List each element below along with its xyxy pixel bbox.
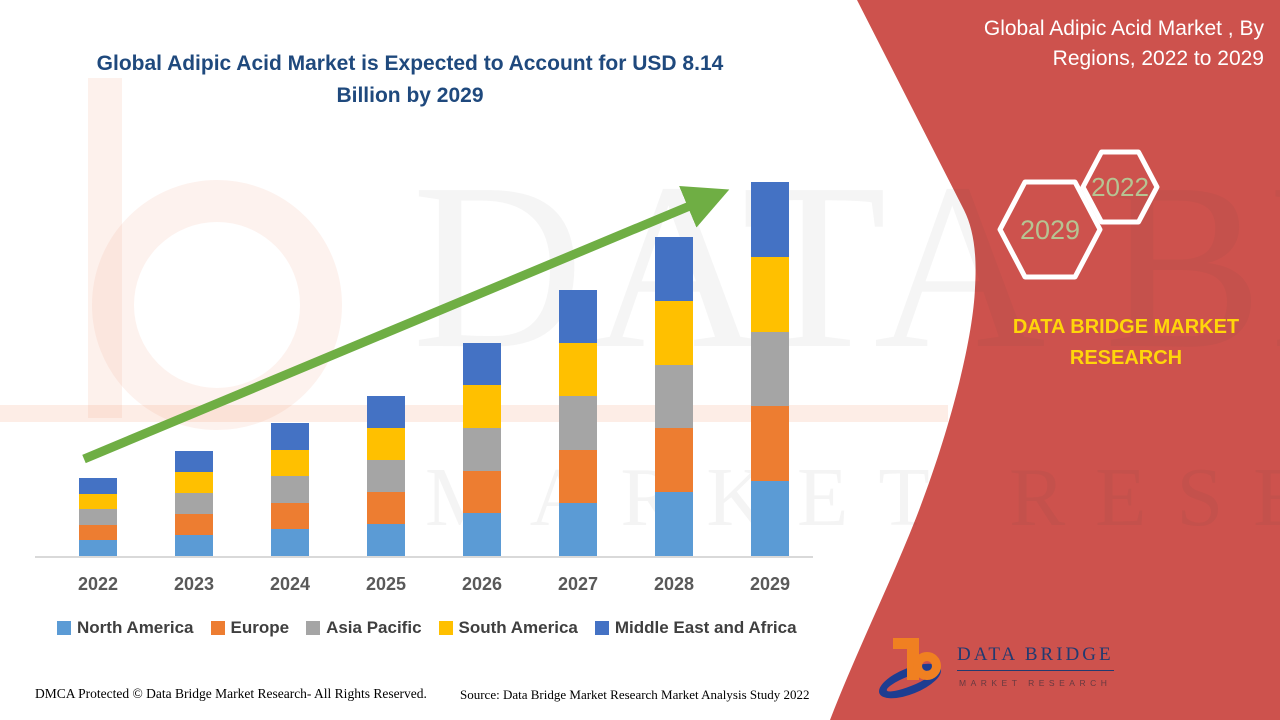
segment-middle-east-and-africa-2026 bbox=[463, 342, 501, 386]
legend-label: Asia Pacific bbox=[326, 618, 422, 637]
segment-europe-2022 bbox=[79, 524, 117, 541]
logo-tagline: MARKET RESEARCH bbox=[959, 678, 1112, 688]
segment-north-america-2027 bbox=[559, 502, 597, 556]
segment-asia-pacific-2022 bbox=[79, 509, 117, 525]
segment-south-america-2029 bbox=[751, 256, 789, 332]
segment-north-america-2023 bbox=[175, 534, 213, 556]
logo-b-icon bbox=[893, 638, 919, 649]
segment-south-america-2024 bbox=[271, 449, 309, 477]
segment-south-america-2026 bbox=[463, 385, 501, 428]
segment-europe-2027 bbox=[559, 449, 597, 503]
chart-title-line1: Global Adipic Acid Market is Expected to… bbox=[96, 52, 724, 75]
segment-europe-2028 bbox=[655, 428, 693, 493]
bar-2024 bbox=[271, 423, 309, 556]
panel-heading-line1: Global Adipic Acid Market , By bbox=[983, 17, 1264, 40]
legend-swatch-icon bbox=[438, 621, 453, 635]
legend-item-middle-east-and-africa: Middle East and Africa bbox=[594, 618, 797, 638]
segment-europe-2026 bbox=[463, 470, 501, 514]
legend-swatch-icon bbox=[594, 621, 609, 635]
x-tick-2028: 2028 bbox=[653, 574, 695, 594]
hexagon-2029-label: 2029 bbox=[1020, 215, 1080, 245]
segment-south-america-2023 bbox=[175, 471, 213, 493]
hexagon-2029 bbox=[997, 179, 1103, 280]
legend-swatch-icon bbox=[306, 621, 321, 635]
segment-north-america-2024 bbox=[271, 529, 309, 556]
segment-north-america-2028 bbox=[655, 492, 693, 556]
segment-asia-pacific-2029 bbox=[751, 331, 789, 407]
legend-item-north-america: North America bbox=[57, 618, 194, 638]
x-tick-2025: 2025 bbox=[365, 574, 407, 594]
segment-middle-east-and-africa-2022 bbox=[79, 478, 117, 494]
segment-north-america-2026 bbox=[463, 513, 501, 556]
segment-asia-pacific-2025 bbox=[367, 459, 405, 492]
x-tick-2026: 2026 bbox=[461, 574, 503, 594]
source-note: Source: Data Bridge Market Research Mark… bbox=[460, 687, 810, 702]
segment-asia-pacific-2023 bbox=[175, 492, 213, 514]
legend-label: South America bbox=[458, 618, 578, 637]
x-tick-2027: 2027 bbox=[557, 574, 599, 594]
x-tick-2024: 2024 bbox=[269, 574, 311, 594]
x-tick-2029: 2029 bbox=[749, 574, 791, 594]
segment-europe-2024 bbox=[271, 502, 309, 530]
legend-label: Middle East and Africa bbox=[614, 618, 797, 637]
segment-north-america-2022 bbox=[79, 540, 117, 556]
dmca-notice: DMCA Protected © Data Bridge Market Rese… bbox=[35, 686, 427, 701]
segment-middle-east-and-africa-2029 bbox=[751, 182, 789, 257]
segment-asia-pacific-2028 bbox=[655, 364, 693, 429]
databridge-logo: DATA BRIDGE MARKET RESEARCH bbox=[874, 636, 1115, 708]
segment-asia-pacific-2024 bbox=[271, 476, 309, 503]
logo-b-bowl bbox=[913, 652, 941, 680]
legend-item-south-america: South America bbox=[438, 618, 578, 638]
segment-middle-east-and-africa-2025 bbox=[367, 395, 405, 428]
segment-europe-2025 bbox=[367, 491, 405, 524]
legend-swatch-icon bbox=[57, 621, 71, 635]
brand-name-text: DATA BRIDGE MARKET RESEARCH bbox=[1012, 316, 1240, 369]
x-tick-2023: 2023 bbox=[173, 574, 215, 594]
chart-legend: North America Europe Asia Pacific South Ame… bbox=[57, 618, 847, 638]
hexagon-2022 bbox=[1080, 149, 1160, 225]
bar-2023 bbox=[175, 450, 213, 556]
bar-2027 bbox=[559, 290, 597, 556]
x-axis-labels: 2022 2023 2024 2025 2026 2027 2028 2029 bbox=[0, 574, 860, 600]
segment-south-america-2022 bbox=[79, 493, 117, 510]
bar-2026 bbox=[463, 342, 501, 556]
panel-heading-line2: Regions, 2022 to 2029 bbox=[1052, 47, 1264, 70]
legend-swatch-icon bbox=[210, 621, 225, 635]
segment-south-america-2025 bbox=[367, 427, 405, 460]
bar-2025 bbox=[367, 395, 405, 556]
segment-middle-east-and-africa-2024 bbox=[271, 423, 309, 450]
chart-title: Global Adipic Acid Market is Expected to… bbox=[30, 48, 790, 112]
legend-item-asia-pacific: Asia Pacific bbox=[306, 618, 422, 638]
bar-2029 bbox=[751, 182, 789, 556]
chart-title-line2: Billion by 2029 bbox=[336, 84, 484, 107]
segment-asia-pacific-2027 bbox=[559, 396, 597, 450]
bar-2022 bbox=[79, 478, 117, 556]
segment-middle-east-and-africa-2027 bbox=[559, 290, 597, 344]
segment-south-america-2028 bbox=[655, 300, 693, 365]
segment-europe-2023 bbox=[175, 513, 213, 535]
hexagon-2022-label: 2022 bbox=[1091, 172, 1149, 202]
legend-item-europe: Europe bbox=[210, 618, 290, 638]
x-tick-2022: 2022 bbox=[77, 574, 119, 594]
segment-europe-2029 bbox=[751, 406, 789, 482]
segment-north-america-2025 bbox=[367, 523, 405, 556]
segment-north-america-2029 bbox=[751, 481, 789, 556]
segment-asia-pacific-2026 bbox=[463, 427, 501, 471]
logo-wordmark: DATA BRIDGE bbox=[957, 644, 1114, 671]
segment-middle-east-and-africa-2023 bbox=[175, 450, 213, 472]
legend-label: North America bbox=[77, 618, 194, 637]
chart-plot bbox=[35, 182, 813, 558]
panel-heading: Global Adipic Acid Market , By Regions, … bbox=[844, 14, 1264, 74]
year-hexagons: 2022 2029 bbox=[997, 149, 1160, 280]
segment-south-america-2027 bbox=[559, 343, 597, 397]
segment-middle-east-and-africa-2028 bbox=[655, 237, 693, 301]
legend-label: Europe bbox=[230, 618, 290, 637]
bar-2028 bbox=[655, 237, 693, 556]
